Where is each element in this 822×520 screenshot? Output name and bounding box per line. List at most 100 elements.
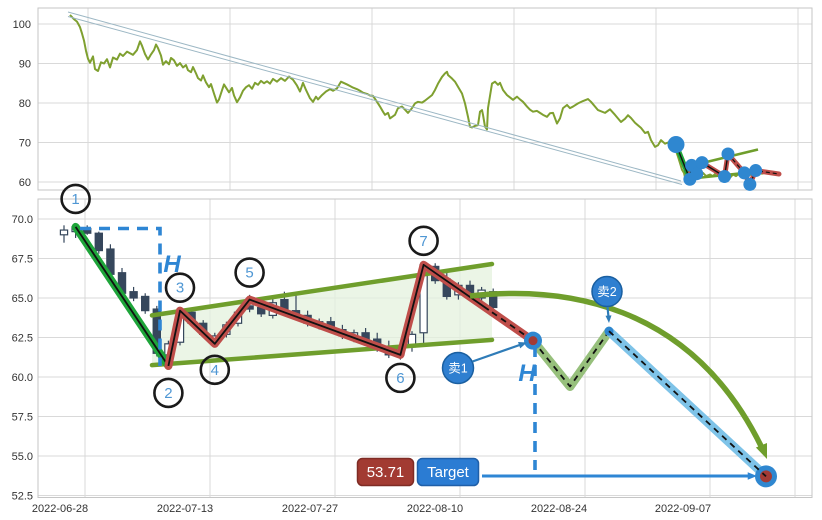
detail-y-tick: 70.0 <box>12 214 33 226</box>
measure-lines: HH <box>80 226 757 480</box>
detail-x-tick: 2022-09-07 <box>655 503 711 515</box>
minimap-point-dot <box>667 135 685 153</box>
wave-circle-outline <box>408 225 439 257</box>
projection-red-core <box>491 311 534 342</box>
sell1-arrowhead <box>518 342 527 349</box>
detail-y-tick: 67.5 <box>12 254 33 266</box>
wave-3-circle[interactable]: 3 <box>164 272 196 303</box>
sell1-point-inner <box>528 336 538 346</box>
target-badge-rect <box>416 457 480 487</box>
overview-y-tick: 90 <box>19 59 31 71</box>
wave-4-circle[interactable]: 4 <box>199 354 231 386</box>
minimap-point-dot <box>749 164 763 178</box>
wave-circle-outline <box>164 272 196 303</box>
sell1-label[interactable]: 卖1 <box>441 351 475 385</box>
overview-panel-border <box>37 7 813 191</box>
candle <box>59 225 69 243</box>
impulse-core <box>74 226 170 367</box>
minimap-point-dot <box>718 169 732 183</box>
wave-number: 3 <box>176 280 184 297</box>
candle <box>94 231 103 254</box>
overview-price-polyline <box>69 14 779 184</box>
wave-number: 6 <box>396 370 404 387</box>
target-badge-text: Target <box>427 464 470 481</box>
detail-x-tick: 2022-07-13 <box>157 503 213 515</box>
overview-y-tick: 100 <box>13 19 31 31</box>
sell1-label-circle <box>441 351 475 385</box>
price-badge-rect <box>356 457 415 487</box>
overview-channel-lines <box>67 11 683 185</box>
detail-y-tick: 55.0 <box>12 451 33 463</box>
detail-y-tick: 52.5 <box>12 491 33 503</box>
candle-body-down <box>129 291 138 299</box>
wave-circle-outline <box>153 377 184 409</box>
candle-body-down <box>94 232 103 252</box>
wave-number: 1 <box>71 191 79 208</box>
sell1-arrow-line <box>472 343 522 363</box>
minimap-point-dot <box>743 177 757 191</box>
axis-labels: 100 90 80 70 60 70.0 67.5 65.0 62.5 60.0 57.5 55.0 5… <box>12 19 712 515</box>
sell2-label-text: 卖2 <box>597 285 617 299</box>
detail-x-tick: 2022-07-27 <box>282 503 338 515</box>
wave-6-circle[interactable]: 6 <box>385 362 416 394</box>
sell2-label-circle <box>591 275 623 308</box>
wave-1-circle[interactable]: 1 <box>60 183 91 215</box>
descending-channel-line <box>67 11 682 182</box>
sell2-arrow-line <box>606 306 610 318</box>
projection-arc-arrowhead <box>755 443 767 459</box>
candle <box>141 293 150 314</box>
overview-y-tick: 70 <box>19 138 31 150</box>
target-button-badge[interactable]: Target <box>416 457 480 487</box>
candle-body-down <box>141 295 150 312</box>
target-price-badge[interactable]: 53.71 <box>356 457 415 487</box>
h-label-2: H <box>518 360 536 387</box>
pattern-path <box>71 222 777 488</box>
detail-y-tick: 62.5 <box>12 333 33 345</box>
sell2-label[interactable]: 卖2 <box>591 275 623 308</box>
wave-circle-outline <box>234 257 265 288</box>
wave-number: 2 <box>164 385 172 402</box>
annotations-layer: 1 2 3 4 5 6 7 卖1 卖2 53.71 Target <box>60 183 623 487</box>
candle-body-up <box>59 229 69 236</box>
wave-5-circle[interactable]: 5 <box>234 257 265 288</box>
wave-number: 4 <box>211 362 219 379</box>
lower-trendline <box>149 337 495 368</box>
detail-x-tick: 2022-08-10 <box>407 503 463 515</box>
sell2-arrowhead <box>605 315 612 323</box>
wave-7-circle[interactable]: 7 <box>408 225 439 257</box>
projection-arc <box>469 290 767 459</box>
minimap-point-dot <box>721 147 735 161</box>
wave-circle-outline <box>385 362 416 394</box>
price-badge-text: 53.71 <box>367 464 405 481</box>
overview-y-tick: 60 <box>19 177 31 189</box>
wave-2-circle[interactable]: 2 <box>153 377 184 409</box>
detail-y-tick: 57.5 <box>12 412 33 424</box>
h-label-1: H <box>163 251 181 278</box>
descending-channel-line <box>67 16 683 185</box>
sell1-label-text: 卖1 <box>448 362 468 376</box>
projection-green-band <box>528 326 614 391</box>
projection-arc-curve <box>469 290 765 450</box>
wave-circle-outline <box>60 183 91 215</box>
overview-price-line <box>69 14 779 184</box>
detail-y-tick: 65.0 <box>12 293 33 305</box>
overview-pattern-minimap <box>667 135 782 191</box>
projection-blue-core <box>608 330 767 478</box>
detail-x-tick: 2022-06-28 <box>32 503 88 515</box>
minimap-point-dot <box>695 156 709 170</box>
wave-number: 7 <box>419 233 427 250</box>
wave-number: 5 <box>245 265 253 282</box>
h-measure-1 <box>80 226 162 366</box>
minimap-point-dot <box>737 166 751 180</box>
wave-circle-outline <box>199 354 231 386</box>
minimap-point-dot <box>690 167 704 181</box>
candle <box>129 286 138 302</box>
detail-x-tick: 2022-08-24 <box>531 503 587 515</box>
projection-green-core <box>532 330 610 388</box>
target-level-arrowhead <box>747 472 757 480</box>
zigzag-core <box>167 263 493 367</box>
detail-panel-border <box>37 198 813 498</box>
overview-y-tick: 80 <box>19 98 31 110</box>
detail-y-tick: 60.0 <box>12 372 33 384</box>
